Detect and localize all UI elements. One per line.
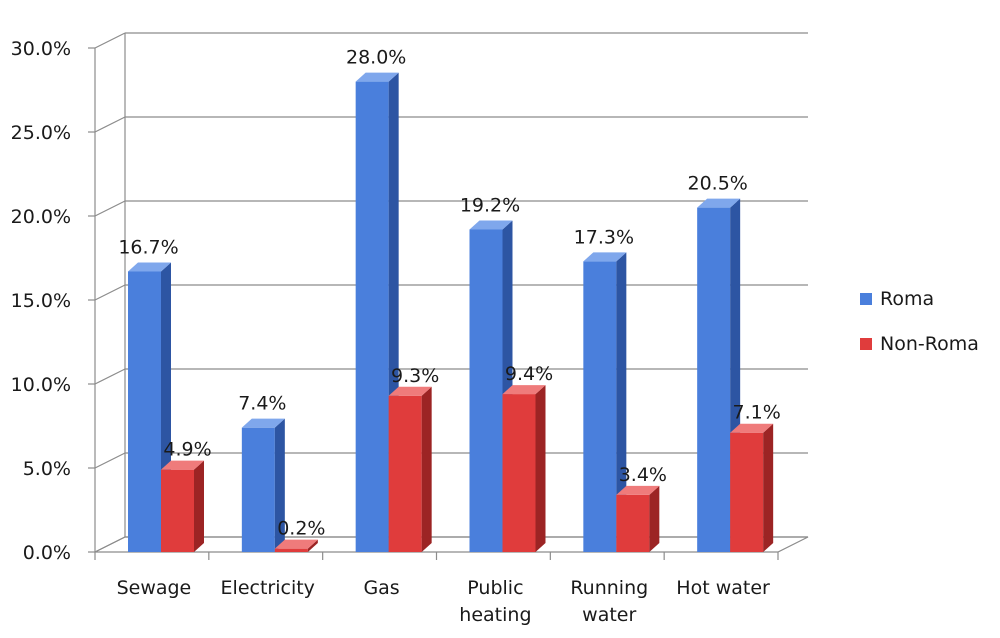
bar-front <box>730 432 764 552</box>
data-label: 19.2% <box>460 194 520 216</box>
bar-top <box>730 423 774 433</box>
data-label: 16.7% <box>118 236 178 258</box>
bar-front <box>274 548 308 552</box>
bar-non-roma-gas <box>388 386 432 552</box>
gridlines <box>94 32 808 553</box>
bar-top <box>128 262 171 272</box>
bar-front <box>161 469 194 552</box>
data-label: 0.2% <box>277 518 325 540</box>
bar-top <box>583 252 627 262</box>
x-tick-label: water <box>582 604 636 626</box>
bar-side <box>194 460 204 552</box>
data-label: 7.4% <box>238 393 286 415</box>
bar-front <box>616 494 650 552</box>
bar-side <box>616 252 627 553</box>
data-labels: 16.7% 4.9% 7.4% 0.2% 28.0% 9.3% 19.2% 9.4% 17.3%… <box>118 47 780 540</box>
gridline-diagonal <box>94 452 126 469</box>
bar-top <box>697 198 741 208</box>
data-label: 3.4% <box>619 464 667 486</box>
x-tick-label: Running <box>570 577 648 599</box>
bar-top <box>388 386 432 396</box>
bar-side <box>535 385 546 552</box>
y-tick-label: 10.0% <box>11 374 71 396</box>
bar-top <box>274 539 318 549</box>
y-tick-label: 25.0% <box>11 122 71 144</box>
y-tick-label: 20.0% <box>11 206 71 228</box>
legend: Roma Non-Roma <box>860 288 979 355</box>
category-axis: Sewage Electricity Gas Public heating Running… <box>117 577 770 626</box>
data-label: 9.4% <box>505 363 553 385</box>
x-tick-label: Public <box>467 577 523 599</box>
bar-top <box>502 385 546 395</box>
gridline-diagonal <box>94 116 126 133</box>
gridline-diagonal <box>94 200 126 217</box>
data-label: 28.0% <box>346 47 406 69</box>
legend-label-non-roma: Non-Roma <box>880 333 979 355</box>
bar-non-roma-sewage <box>161 460 204 552</box>
bar-non-roma-electricity <box>274 539 318 552</box>
gridline-diagonal <box>94 368 126 385</box>
bar-side <box>274 418 285 552</box>
bar-front <box>469 229 503 552</box>
x-tick-label: Sewage <box>117 577 192 599</box>
bar-front <box>241 427 275 552</box>
bar-top <box>355 72 399 82</box>
bar-non-roma-running-water <box>616 485 660 552</box>
data-label: 7.1% <box>733 402 781 424</box>
bar-non-roma-public-heating <box>502 385 546 552</box>
bar-front <box>128 271 161 552</box>
gridline-diagonal <box>94 32 126 49</box>
legend-swatch-non-roma <box>860 338 872 350</box>
bar-roma-electricity <box>241 418 285 552</box>
bar-top <box>161 460 204 470</box>
bar-front <box>697 207 731 552</box>
y-tick-label: 5.0% <box>23 458 71 480</box>
y-tick-label: 0.0% <box>23 542 71 564</box>
y-tick-label: 15.0% <box>11 290 71 312</box>
x-tick-label: heating <box>459 604 531 626</box>
bar-side <box>307 539 318 552</box>
bar-non-roma-hot-water <box>730 423 774 552</box>
bar-front <box>583 261 617 552</box>
bar-top <box>241 418 285 428</box>
data-label: 20.5% <box>687 173 747 195</box>
gridline-diagonal <box>94 284 126 301</box>
bar-front <box>388 395 422 552</box>
value-axis: 0.0% 5.0% 10.0% 15.0% 20.0% 25.0% 30.0% <box>11 33 809 564</box>
x-tick-label: Gas <box>363 577 399 599</box>
data-label: 9.3% <box>391 365 439 387</box>
legend-label-roma: Roma <box>880 288 934 310</box>
bar-roma-running-water <box>583 252 627 553</box>
x-tick-label: Electricity <box>221 577 315 599</box>
bar-top <box>469 220 513 230</box>
bar-side <box>421 386 432 552</box>
data-label: 17.3% <box>574 226 634 248</box>
legend-swatch-roma <box>860 293 872 305</box>
y-tick-label: 30.0% <box>11 38 71 60</box>
x-tick-label: Hot water <box>676 577 770 599</box>
bars <box>128 72 774 553</box>
bar-front <box>355 81 389 552</box>
data-label: 4.9% <box>163 439 211 461</box>
bar-side <box>763 423 774 552</box>
bar-top <box>616 485 660 495</box>
bar-side <box>649 485 660 552</box>
bar-front <box>502 394 536 552</box>
